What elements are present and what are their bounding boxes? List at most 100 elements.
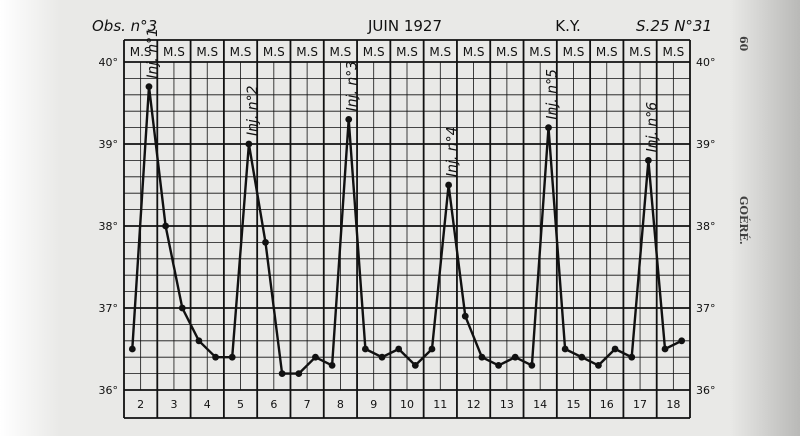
data-point xyxy=(511,353,519,361)
ms-label: M.S xyxy=(563,45,585,59)
data-point xyxy=(328,362,336,369)
x-axis-days: 2 3 4 5 6 7 8 9 10 11 12 13 14 15 16 17 18 xyxy=(137,398,680,411)
ms-label: M.S xyxy=(296,45,318,59)
y-tick-label: 39° xyxy=(99,138,119,151)
day-label: 5 xyxy=(237,398,244,411)
data-point xyxy=(361,345,369,353)
day-label: 14 xyxy=(533,398,547,411)
day-label: 10 xyxy=(400,398,414,411)
data-point xyxy=(295,370,303,377)
reference-number: S.25 N°31 xyxy=(636,17,712,35)
day-label: 9 xyxy=(370,398,377,411)
data-point xyxy=(162,222,170,230)
injection-label: Inj. n°5 xyxy=(545,69,561,120)
day-label: 7 xyxy=(304,398,311,411)
data-point xyxy=(195,337,203,345)
data-point xyxy=(611,345,619,353)
ms-label: M.S xyxy=(330,45,352,59)
data-point xyxy=(445,181,453,189)
injection-label: Inj. n°2 xyxy=(245,85,261,136)
ms-label: M.S xyxy=(596,45,618,59)
temperature-series xyxy=(128,83,686,377)
page-number: 60 xyxy=(737,36,750,52)
ms-label: M.S xyxy=(463,45,485,59)
data-point xyxy=(212,353,219,361)
chart-title: JUIN 1927 xyxy=(367,17,442,35)
ms-label: M.S xyxy=(130,45,152,59)
injection-label: Inj. n°4 xyxy=(445,126,461,177)
data-point xyxy=(278,370,286,377)
day-label: 2 xyxy=(137,398,144,411)
data-point xyxy=(628,353,636,361)
major-grid xyxy=(123,39,691,419)
data-point xyxy=(461,312,469,320)
data-point xyxy=(145,83,153,90)
injection-label: Inj. n°1 xyxy=(145,28,161,79)
day-label: 17 xyxy=(633,398,647,411)
data-point xyxy=(228,353,236,361)
day-label: 15 xyxy=(566,398,580,411)
y-tick-label: 36° xyxy=(99,384,119,397)
day-label: 12 xyxy=(467,398,481,411)
data-point xyxy=(178,304,186,312)
y-tick-label: 40° xyxy=(99,56,119,69)
data-point xyxy=(411,362,419,369)
patient-initials: K.Y. xyxy=(555,17,581,35)
injection-label: Inj. n°6 xyxy=(644,102,660,153)
day-label: 13 xyxy=(500,398,514,411)
day-label: 16 xyxy=(600,398,614,411)
data-point xyxy=(128,345,136,353)
ms-label: M.S xyxy=(529,45,551,59)
y-tick-label-right: 39° xyxy=(696,138,716,151)
data-point xyxy=(561,345,569,353)
day-label: 6 xyxy=(270,398,277,411)
minor-grid xyxy=(124,62,690,390)
ms-label: M.S xyxy=(263,45,285,59)
ms-label: M.S xyxy=(196,45,218,59)
day-label: 4 xyxy=(204,398,211,411)
y-tick-label-right: 36° xyxy=(696,384,716,397)
data-point xyxy=(312,353,319,361)
obs-number: Obs. n°3 xyxy=(92,17,157,35)
day-label: 11 xyxy=(433,398,447,411)
temperature-line xyxy=(131,85,683,375)
data-point xyxy=(578,353,586,361)
day-label: 8 xyxy=(337,398,344,411)
y-tick-label: 38° xyxy=(99,220,119,233)
ms-label: M.S xyxy=(662,45,684,59)
data-point xyxy=(378,353,386,361)
ms-label: M.S xyxy=(163,45,185,59)
side-label: GOÉRÉ. xyxy=(737,196,751,245)
data-point xyxy=(644,157,652,164)
data-point xyxy=(595,362,602,369)
data-point xyxy=(262,239,269,246)
data-point xyxy=(478,353,486,361)
y-axis-left: 36° 37° 38° 39° 40° xyxy=(99,56,119,397)
day-label: 3 xyxy=(170,398,177,411)
data-point xyxy=(661,345,669,353)
y-tick-label: 37° xyxy=(99,302,119,315)
data-point xyxy=(678,337,686,345)
ms-label: M.S xyxy=(363,45,385,59)
y-tick-label-right: 40° xyxy=(696,56,716,69)
y-tick-label-right: 38° xyxy=(696,220,716,233)
data-point xyxy=(528,362,536,369)
ms-label: M.S xyxy=(496,45,518,59)
day-label: 18 xyxy=(666,398,680,411)
y-tick-label-right: 37° xyxy=(696,302,716,315)
ms-label: M.S xyxy=(429,45,451,59)
y-axis-right: 36° 37° 38° 39° 40° xyxy=(696,56,716,397)
ms-header-row: M.S M.S M.S M.S M.S M.S M.S M.S M.S M.S M.S M.S M.S M… xyxy=(130,45,685,59)
data-point xyxy=(545,124,552,131)
data-point xyxy=(495,362,502,369)
ms-label: M.S xyxy=(230,45,252,59)
data-point xyxy=(345,116,353,123)
injection-annotations: Inj. n°1 Inj. n°2 Inj. n°3 Inj. n°4 Inj. n°5… xyxy=(145,28,660,177)
data-point xyxy=(245,140,253,148)
data-point xyxy=(428,345,436,353)
ms-label: M.S xyxy=(396,45,418,59)
ms-label: M.S xyxy=(629,45,651,59)
data-point xyxy=(395,345,403,353)
